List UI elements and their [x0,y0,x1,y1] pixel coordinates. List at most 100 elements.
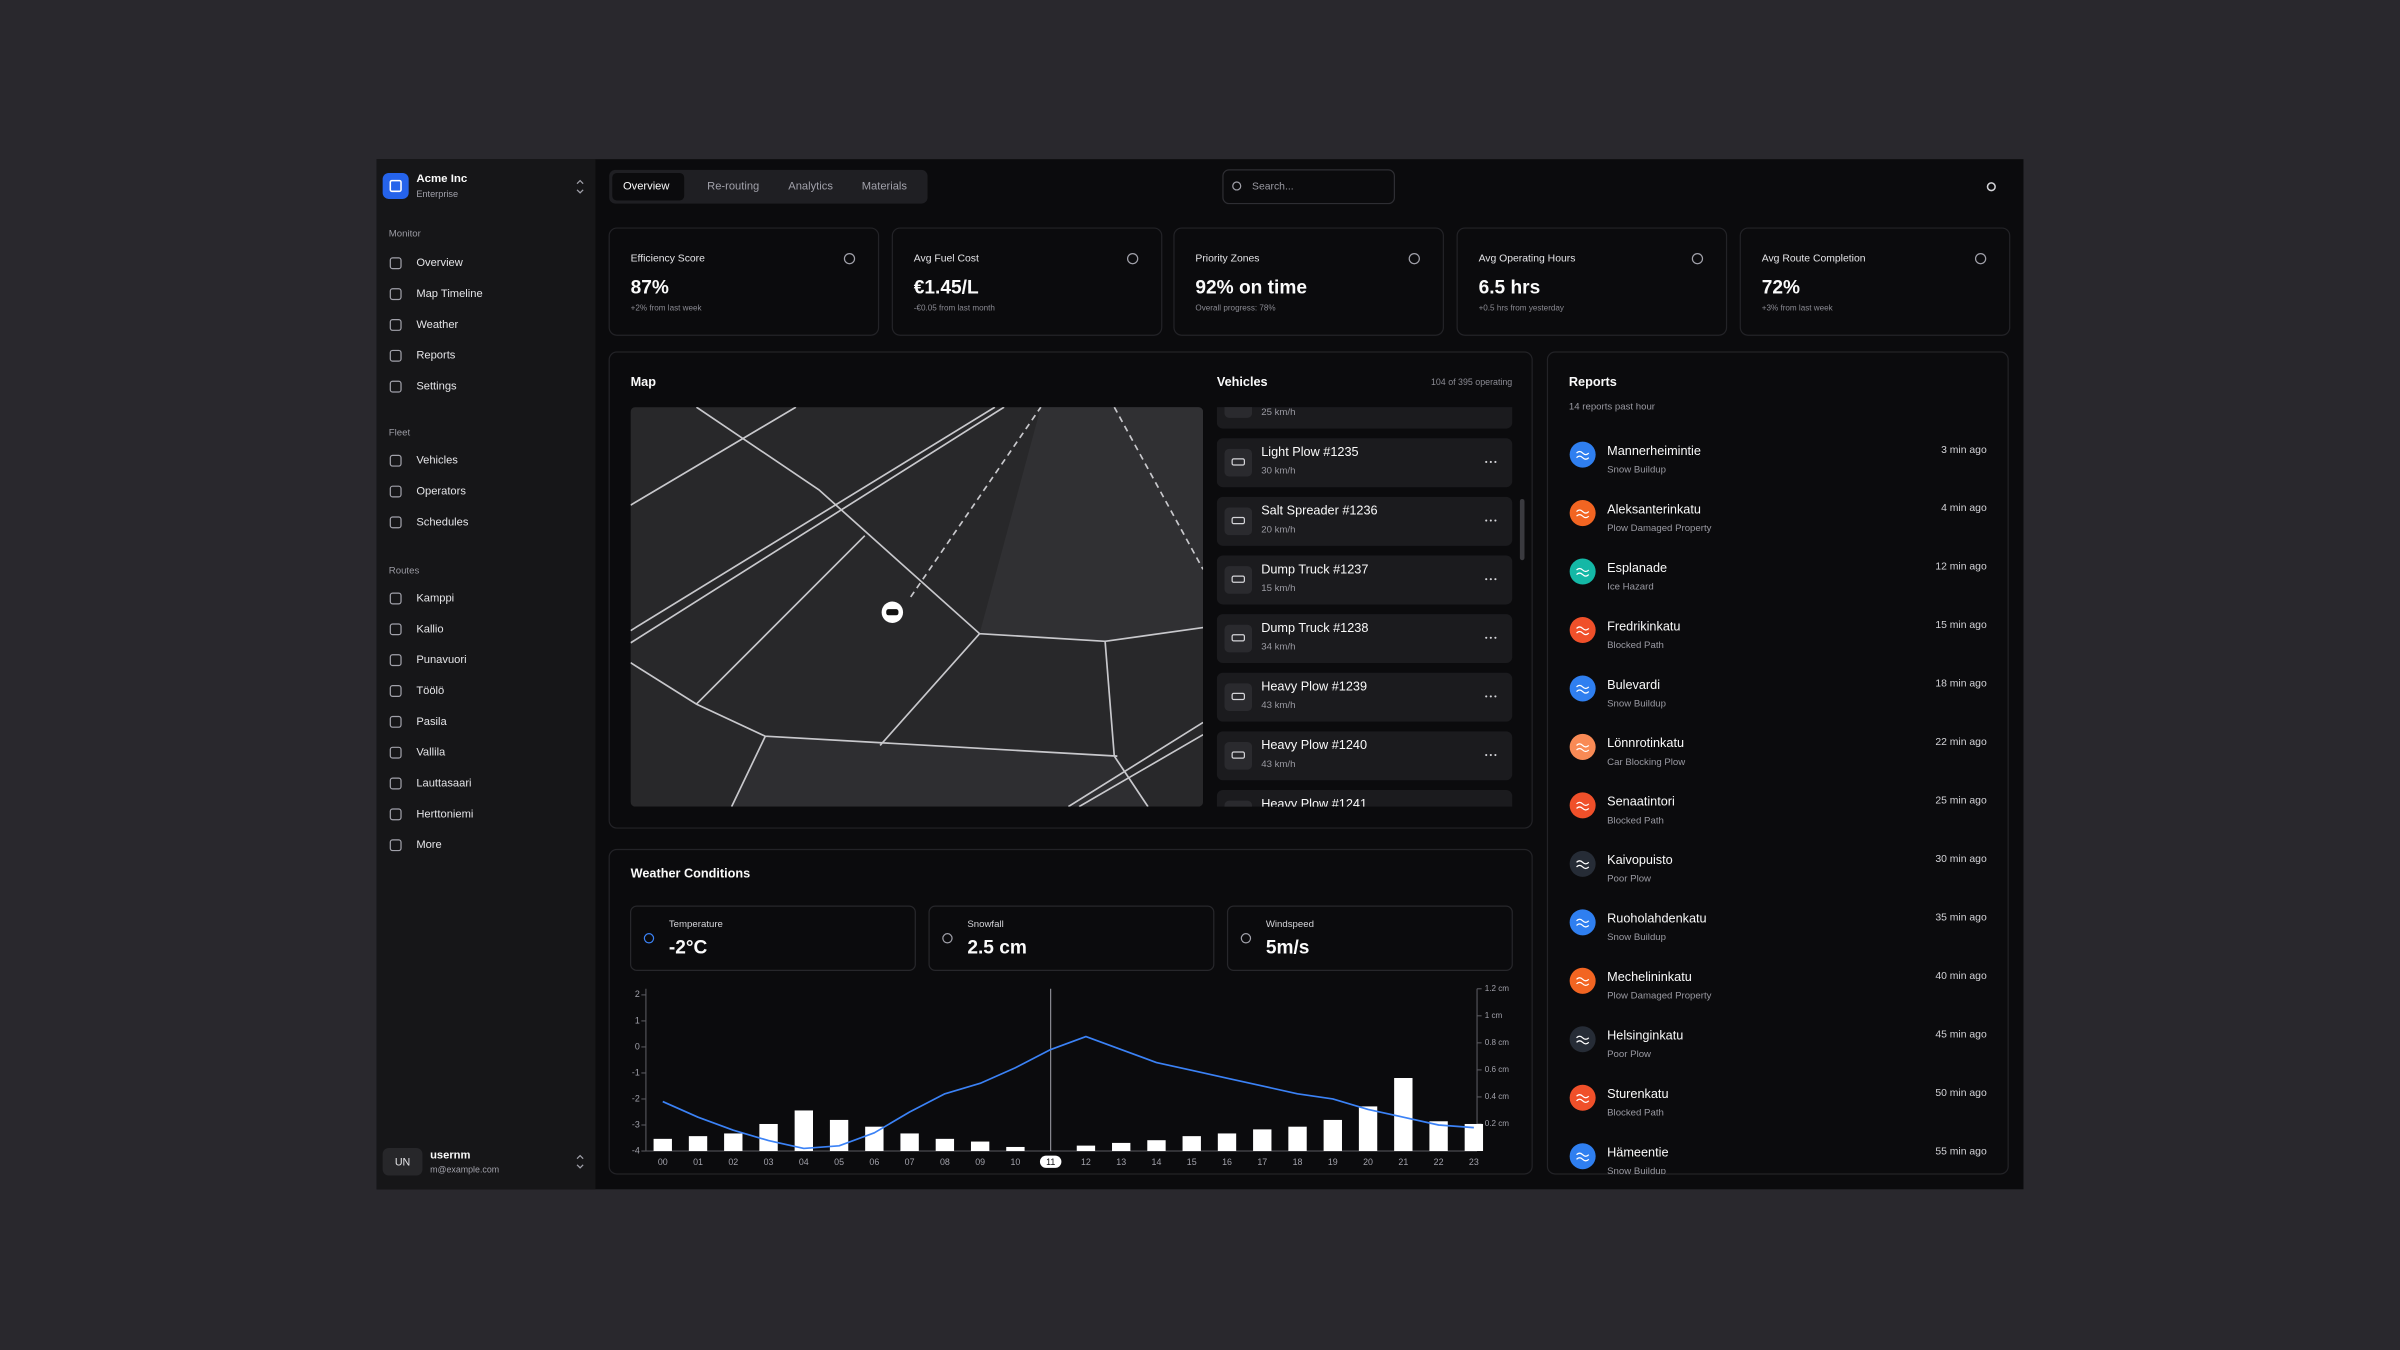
nav-item[interactable]: Herttoniemi [416,808,473,820]
report-icon [1569,1026,1596,1053]
vehicle-icon-glyph [1231,516,1245,525]
kpi-card [891,227,1163,336]
search-icon [1232,181,1242,191]
vehicle-name: Heavy Plow #1239 [1261,680,1367,694]
org-switcher[interactable] [576,179,584,194]
vehicle-card[interactable] [1216,614,1513,664]
kpi-title: Avg Operating Hours [1479,253,1576,264]
report-location[interactable]: Sturenkatu [1607,1087,1668,1101]
report-location[interactable]: Mannerheimintie [1607,444,1701,458]
report-location[interactable]: Helsinginkatu [1607,1029,1683,1043]
bar [1006,1146,1025,1152]
x-tick-label: 18 [1293,1157,1303,1167]
vehicle-menu-dot [1485,519,1488,522]
vehicle-icon [1224,683,1253,711]
nav-item[interactable]: Lauttasaari [416,777,471,789]
vehicle-speed: 20 km/h [1261,524,1295,535]
report-location[interactable]: Kaivopuisto [1607,853,1673,867]
temperature-line [662,1035,1474,1150]
nav-item[interactable]: Map Timeline [416,288,482,300]
selected-category [1039,1155,1062,1168]
vehicle-card[interactable] [1216,438,1513,488]
vehicle-card[interactable] [1216,672,1513,722]
y2-tick-label: 0.4 cm [1485,1092,1510,1101]
report-issue: Snow Buildup [1607,698,1666,709]
vehicle-card[interactable] [1216,731,1513,781]
vehicle-menu-dot [1489,636,1492,639]
kpi-value: 72% [1762,278,1800,299]
x-tick-label: 04 [799,1157,809,1167]
map-title: Map [631,375,657,389]
user-name: usernm [430,1150,470,1162]
y-tick-label: 1 [635,1015,640,1025]
report-icon-glyph [1576,684,1590,694]
kpi-card [1739,227,2011,336]
nav-item[interactable]: Vehicles [416,455,458,467]
nav-item[interactable]: Operators [416,486,466,498]
nav-icon [389,592,402,605]
nav-item[interactable]: Kamppi [416,592,454,604]
report-location[interactable]: Senaatintori [1607,795,1675,809]
x-tick-label: 14 [1152,1157,1162,1167]
user-menu[interactable] [576,1154,584,1169]
vehicle-speed: 25 km/h [1261,407,1295,418]
tab[interactable]: Analytics [788,181,833,193]
report-location[interactable]: Mechelininkatu [1607,970,1692,984]
x-tick-label: 17 [1257,1157,1267,1167]
tab[interactable]: Re-routing [707,181,759,193]
nav-section-label: Monitor [389,229,422,240]
report-location[interactable]: Lönnrotinkatu [1607,736,1684,750]
nav-icon [389,454,402,467]
nav-item[interactable]: Vallila [416,747,446,759]
vehicle-card[interactable] [1216,496,1513,546]
nav-item[interactable]: Settings [416,381,457,393]
nav-section-label: Routes [389,565,420,576]
search-placeholder: Search... [1252,181,1294,192]
nav-item[interactable]: Overview [416,257,463,269]
org-plan: Enterprise [416,189,458,199]
report-issue: Blocked Path [1607,815,1664,826]
kpi-icon [1974,253,1987,265]
vehicle-menu-dot [1489,753,1492,757]
bar [1358,1106,1378,1152]
nav-item[interactable]: Reports [416,350,455,362]
bar [794,1110,813,1152]
vehicle-name: Dump Truck #1237 [1261,562,1368,576]
vehicle-icon [1224,448,1253,477]
report-icon [1569,1084,1596,1111]
nav-item[interactable]: More [416,839,441,851]
nav-item[interactable]: Töölö [416,685,444,697]
search-box[interactable] [1222,169,1395,205]
theme-toggle[interactable] [1986,182,1996,192]
report-icon-glyph [1576,743,1590,753]
vehicle-icon-glyph [1231,751,1245,759]
report-time: 50 min ago [1935,1088,1987,1099]
vehicle-menu-dot [1485,578,1488,581]
x-tick-label: 12 [1081,1157,1091,1167]
kpi-icon [1691,253,1704,265]
nav-item[interactable]: Schedules [416,516,469,528]
nav-item[interactable]: Pasila [416,716,447,728]
report-location[interactable]: Hämeentie [1607,1146,1668,1160]
nav-item[interactable]: Kallio [416,623,443,635]
tab[interactable]: Materials [862,181,908,193]
vehicle-card[interactable] [1216,789,1513,839]
nav-item[interactable]: Punavuori [416,654,466,666]
report-location[interactable]: Ruoholahdenkatu [1607,912,1706,926]
vehicle-card[interactable] [1216,555,1513,605]
weather-value: 5m/s [1266,937,1310,958]
vehicle-name: Heavy Plow #1241 [1261,797,1367,811]
report-location[interactable]: Bulevardi [1607,678,1660,692]
report-location[interactable]: Aleksanterinkatu [1607,502,1701,516]
report-icon [1569,1143,1596,1170]
report-icon [1569,967,1596,994]
report-location[interactable]: Fredrikinkatu [1607,619,1680,633]
report-location[interactable]: Esplanade [1607,561,1667,575]
tab[interactable]: Overview [623,181,670,193]
vehicle-card[interactable] [1216,380,1513,429]
bar [900,1133,919,1152]
report-icon-glyph [1576,860,1590,870]
nav-item[interactable]: Weather [416,319,458,331]
map-view[interactable] [630,407,1204,807]
